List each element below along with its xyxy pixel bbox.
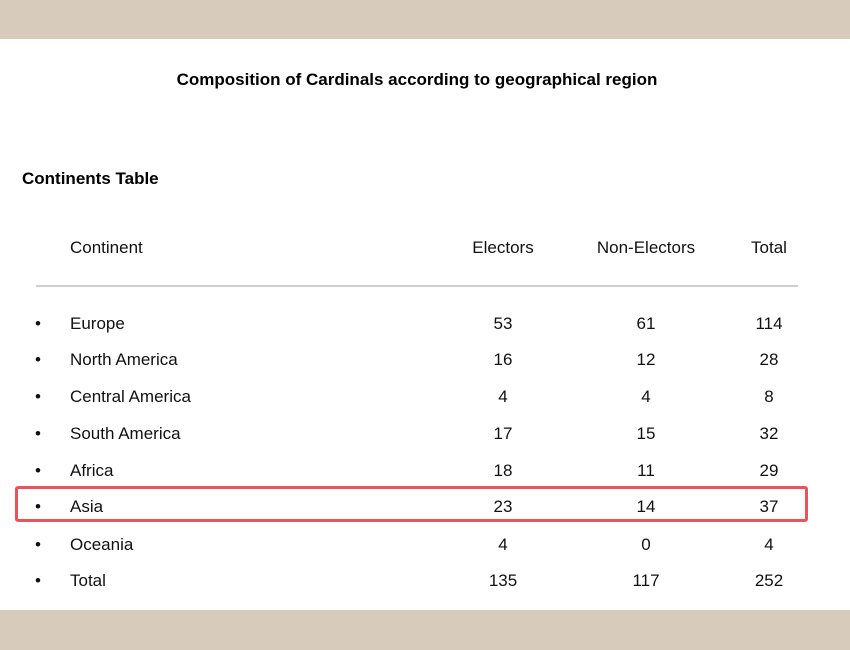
bullet: • xyxy=(35,350,41,369)
bullet: • xyxy=(35,497,41,516)
cell-electors: 135 xyxy=(488,571,518,590)
table-row: • Africa 18 11 29 xyxy=(0,461,850,491)
cell-continent: North America xyxy=(70,350,178,369)
header-divider xyxy=(36,285,798,287)
table-row-highlighted: • Asia 23 14 37 xyxy=(0,497,850,527)
cell-continent: South America xyxy=(70,424,181,443)
page-title: Composition of Cardinals according to ge… xyxy=(176,70,658,89)
header-electors: Electors xyxy=(472,238,534,257)
cell-non-electors: 61 xyxy=(636,314,656,333)
cell-continent: Total xyxy=(70,571,106,590)
table-row: • South America 17 15 32 xyxy=(0,424,850,454)
cell-total: 252 xyxy=(754,571,784,590)
section-title: Continents Table xyxy=(22,169,159,188)
header-continent: Continent xyxy=(70,238,143,257)
table-row: • Europe 53 61 114 xyxy=(0,314,850,344)
cell-continent: Oceania xyxy=(70,535,134,554)
bottom-band xyxy=(0,610,850,650)
top-band xyxy=(0,0,850,39)
cell-electors: 53 xyxy=(493,314,513,333)
bullet: • xyxy=(35,314,41,333)
table-row-total: • Total 135 117 252 xyxy=(0,571,850,601)
cell-non-electors: 0 xyxy=(641,535,651,554)
cell-electors: 18 xyxy=(493,461,513,480)
bullet: • xyxy=(35,387,41,406)
header-total: Total xyxy=(751,238,787,257)
document-page: Composition of Cardinals according to ge… xyxy=(0,39,850,610)
bullet: • xyxy=(35,424,41,443)
cell-continent: Europe xyxy=(70,314,125,333)
cell-non-electors: 14 xyxy=(636,497,656,516)
cell-non-electors: 117 xyxy=(632,571,660,590)
cell-continent: Central America xyxy=(70,387,191,406)
cell-total: 4 xyxy=(764,535,774,554)
cell-continent: Africa xyxy=(70,461,114,480)
cell-total: 32 xyxy=(759,424,779,443)
row-highlight-box xyxy=(15,486,808,522)
cell-non-electors: 15 xyxy=(636,424,656,443)
cell-total: 8 xyxy=(764,387,774,406)
cell-total: 114 xyxy=(755,314,783,333)
bullet: • xyxy=(35,535,41,554)
cell-continent: Asia xyxy=(70,497,104,516)
table-row: • North America 16 12 28 xyxy=(0,350,850,380)
header-non-electors: Non-Electors xyxy=(596,238,696,257)
cell-electors: 17 xyxy=(493,424,513,443)
cell-non-electors: 11 xyxy=(637,461,655,480)
bullet: • xyxy=(35,571,41,590)
table-row: • Oceania 4 0 4 xyxy=(0,535,850,565)
cell-total: 28 xyxy=(759,350,779,369)
cell-non-electors: 12 xyxy=(636,350,656,369)
cell-electors: 4 xyxy=(498,535,508,554)
cell-total: 37 xyxy=(759,497,779,516)
cell-electors: 16 xyxy=(493,350,513,369)
cell-total: 29 xyxy=(759,461,779,480)
cell-electors: 23 xyxy=(493,497,513,516)
cell-electors: 4 xyxy=(498,387,508,406)
bullet: • xyxy=(35,461,41,480)
table-row: • Central America 4 4 8 xyxy=(0,387,850,417)
cell-non-electors: 4 xyxy=(641,387,651,406)
